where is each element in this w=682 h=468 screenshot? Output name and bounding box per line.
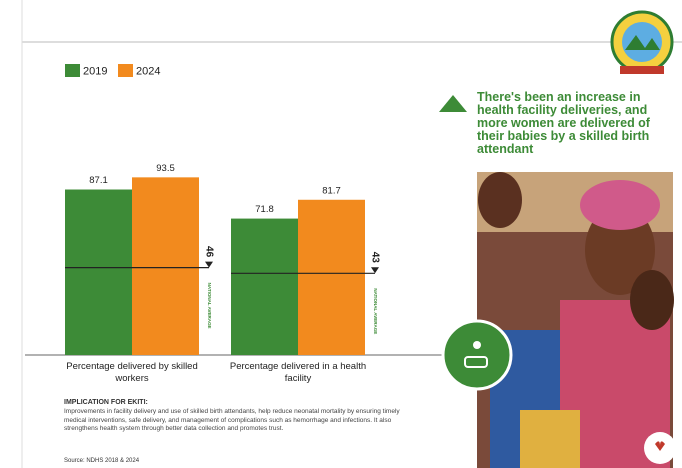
logo-hills [625, 35, 660, 50]
value-label: 87.1 [89, 175, 108, 186]
reference-marker [205, 261, 213, 268]
bar [298, 199, 365, 355]
legend-label: 2019 [83, 65, 107, 77]
icon-ring [441, 319, 513, 391]
bar [132, 177, 199, 355]
x-tick-label: Percentage delivered in a health facilit… [229, 361, 367, 384]
coin-icon [473, 341, 481, 349]
badge-heart [655, 441, 665, 451]
legend-label: 2024 [136, 65, 160, 77]
x-tick-label: Percentage delivered by skilled workers [66, 361, 198, 384]
reference-label: NATIONAL AVERAGE [373, 288, 378, 334]
icon-circle [443, 321, 511, 389]
value-label: 71.8 [255, 204, 274, 215]
legend-swatch [65, 64, 80, 77]
reference-label: NATIONAL AVERAGE [207, 283, 212, 329]
reference-value: 43 [369, 252, 380, 264]
legend-swatch [118, 64, 133, 77]
triangle-icon [439, 95, 467, 112]
value-label: 81.7 [322, 185, 341, 196]
value-label: 93.5 [156, 163, 175, 174]
bar [231, 218, 298, 355]
source: Source: NDHS 2018 & 2024 [64, 458, 140, 464]
headline: There's been an increase in health facil… [477, 90, 650, 156]
logo-center [622, 22, 662, 62]
reference-value: 46 [203, 246, 214, 258]
hand-icon [464, 356, 488, 368]
reference-marker [371, 267, 379, 274]
implication-title: IMPLICATION FOR EKITI: [64, 399, 148, 406]
photo [477, 172, 674, 468]
bar [65, 189, 132, 355]
logo-ribbon [620, 66, 664, 74]
implication-text: Improvements in facility delivery and us… [64, 408, 400, 432]
